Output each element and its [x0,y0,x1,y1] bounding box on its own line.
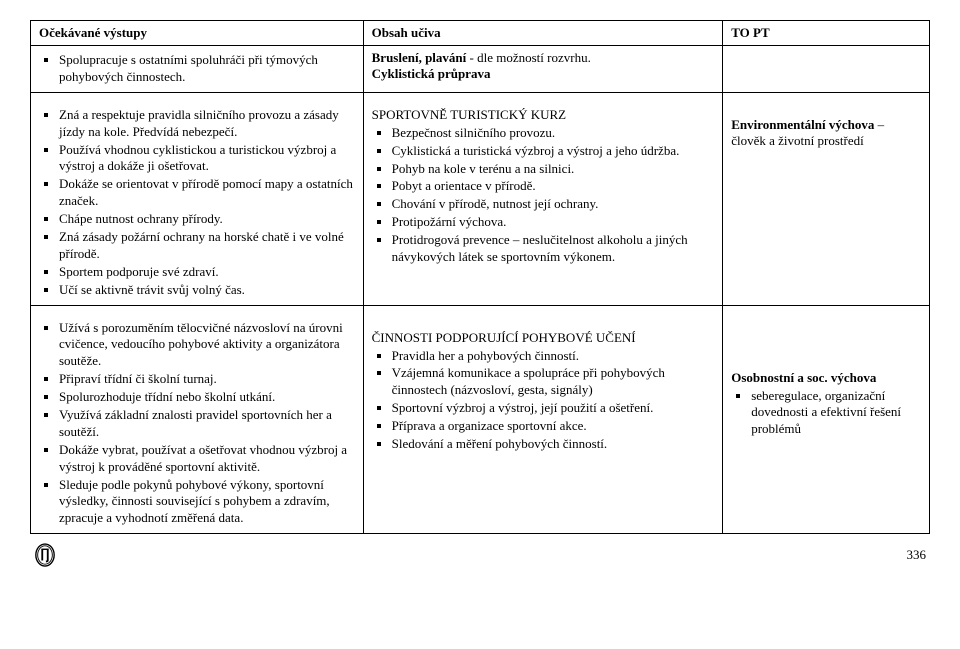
list-item: Zná a respektuje pravidla silničního pro… [59,107,355,141]
content-line: Environmentální výchova – člověk a život… [731,117,921,149]
spacer [39,97,355,105]
list-item: Spolupracuje s ostatními spoluhráči při … [59,52,355,86]
plain-text: - dle možností rozvrhu. [466,50,591,65]
list-item: Cyklistická a turistická výzbroj a výstr… [392,143,715,160]
cell-mid-2: SPORTOVNĚ TURISTICKÝ KURZ Bezpečnost sil… [363,92,723,305]
list-item: seberegulace, organizační dovednosti a e… [751,388,921,439]
header-col3: TO PT [723,21,930,46]
list-item: Chování v přírodě, nutnost její ochrany. [392,196,715,213]
table-row: Zná a respektuje pravidla silničního pro… [31,92,930,305]
header-col2: Obsah učiva [363,21,723,46]
list-item: Příprava a organizace sportovní akce. [392,418,715,435]
list-item: Připraví třídní či školní turnaj. [59,371,355,388]
content-line: Bruslení, plavání - dle možností rozvrhu… [372,50,715,66]
list-item: Pobyt a orientace v přírodě. [392,178,715,195]
cell-left-3: Užívá s porozuměním tělocvičné názvoslov… [31,305,364,534]
header-col1: Očekávané výstupy [31,21,364,46]
table-row: Užívá s porozuměním tělocvičné názvoslov… [31,305,930,534]
list-item: Používá vhodnou cyklistickou a turistick… [59,142,355,176]
section-title: SPORTOVNĚ TURISTICKÝ KURZ [372,107,715,123]
list-item: Protipožární výchova. [392,214,715,231]
list-item: Pohyb na kole v terénu a na silnici. [392,161,715,178]
bold-text: Cyklistická průprava [372,66,715,82]
cell-left-1: Spolupracuje s ostatními spoluhráči při … [31,46,364,93]
spacer [372,97,715,105]
logo-icon [34,542,56,568]
list-item: Spolurozhoduje třídní nebo školní utkání… [59,389,355,406]
list-item: Učí se aktivně trávit svůj volný čas. [59,282,355,299]
spacer [39,310,355,318]
cell-right-2: Environmentální výchova – člověk a život… [723,92,930,305]
bullet-list: Užívá s porozuměním tělocvičné názvoslov… [39,320,355,528]
cell-right-1 [723,46,930,93]
cell-mid-1: Bruslení, plavání - dle možností rozvrhu… [363,46,723,93]
list-item: Pravidla her a pohybových činností. [392,348,715,365]
bullet-list: Spolupracuje s ostatními spoluhráči při … [39,52,355,86]
list-item: Bezpečnost silničního provozu. [392,125,715,142]
table-row: Spolupracuje s ostatními spoluhráči při … [31,46,930,93]
list-item: Využívá základní znalosti pravidel sport… [59,407,355,441]
list-item: Užívá s porozuměním tělocvičné názvoslov… [59,320,355,371]
bold-text: Bruslení, plavání [372,50,467,65]
page-footer: 336 [30,542,930,568]
cell-right-3: Osobnostní a soc. výchova seberegulace, … [723,305,930,534]
table-header-row: Očekávané výstupy Obsah učiva TO PT [31,21,930,46]
spacer [372,310,715,328]
list-item: Sportovní výzbroj a výstroj, její použit… [392,400,715,417]
bullet-list: Pravidla her a pohybových činností. Vzáj… [372,348,715,453]
spacer [731,310,921,370]
bullet-list: Bezpečnost silničního provozu. Cyklistic… [372,125,715,266]
spacer [731,97,921,117]
list-item: Chápe nutnost ochrany přírody. [59,211,355,228]
list-item: Zná zásady požární ochrany na horské cha… [59,229,355,263]
list-item: Sledování a měření pohybových činností. [392,436,715,453]
list-item: Dokáže vybrat, používat a ošetřovat vhod… [59,442,355,476]
curriculum-table: Očekávané výstupy Obsah učiva TO PT Spol… [30,20,930,534]
bullet-list: Zná a respektuje pravidla silničního pro… [39,107,355,299]
cell-mid-3: ČINNOSTI PODPORUJÍCÍ POHYBOVÉ UČENÍ Prav… [363,305,723,534]
list-item: Sportem podporuje své zdraví. [59,264,355,281]
list-item: Sleduje podle pokynů pohybové výkony, sp… [59,477,355,528]
section-title: ČINNOSTI PODPORUJÍCÍ POHYBOVÉ UČENÍ [372,330,715,346]
list-item: Vzájemná komunikace a spolupráce při poh… [392,365,715,399]
page-number: 336 [907,547,927,563]
list-item: Protidrogová prevence – neslučitelnost a… [392,232,715,266]
list-item: Dokáže se orientovat v přírodě pomocí ma… [59,176,355,210]
bullet-list: seberegulace, organizační dovednosti a e… [731,388,921,439]
bold-text: Osobnostní a soc. výchova [731,370,921,386]
bold-text: Environmentální výchova [731,117,874,132]
cell-left-2: Zná a respektuje pravidla silničního pro… [31,92,364,305]
